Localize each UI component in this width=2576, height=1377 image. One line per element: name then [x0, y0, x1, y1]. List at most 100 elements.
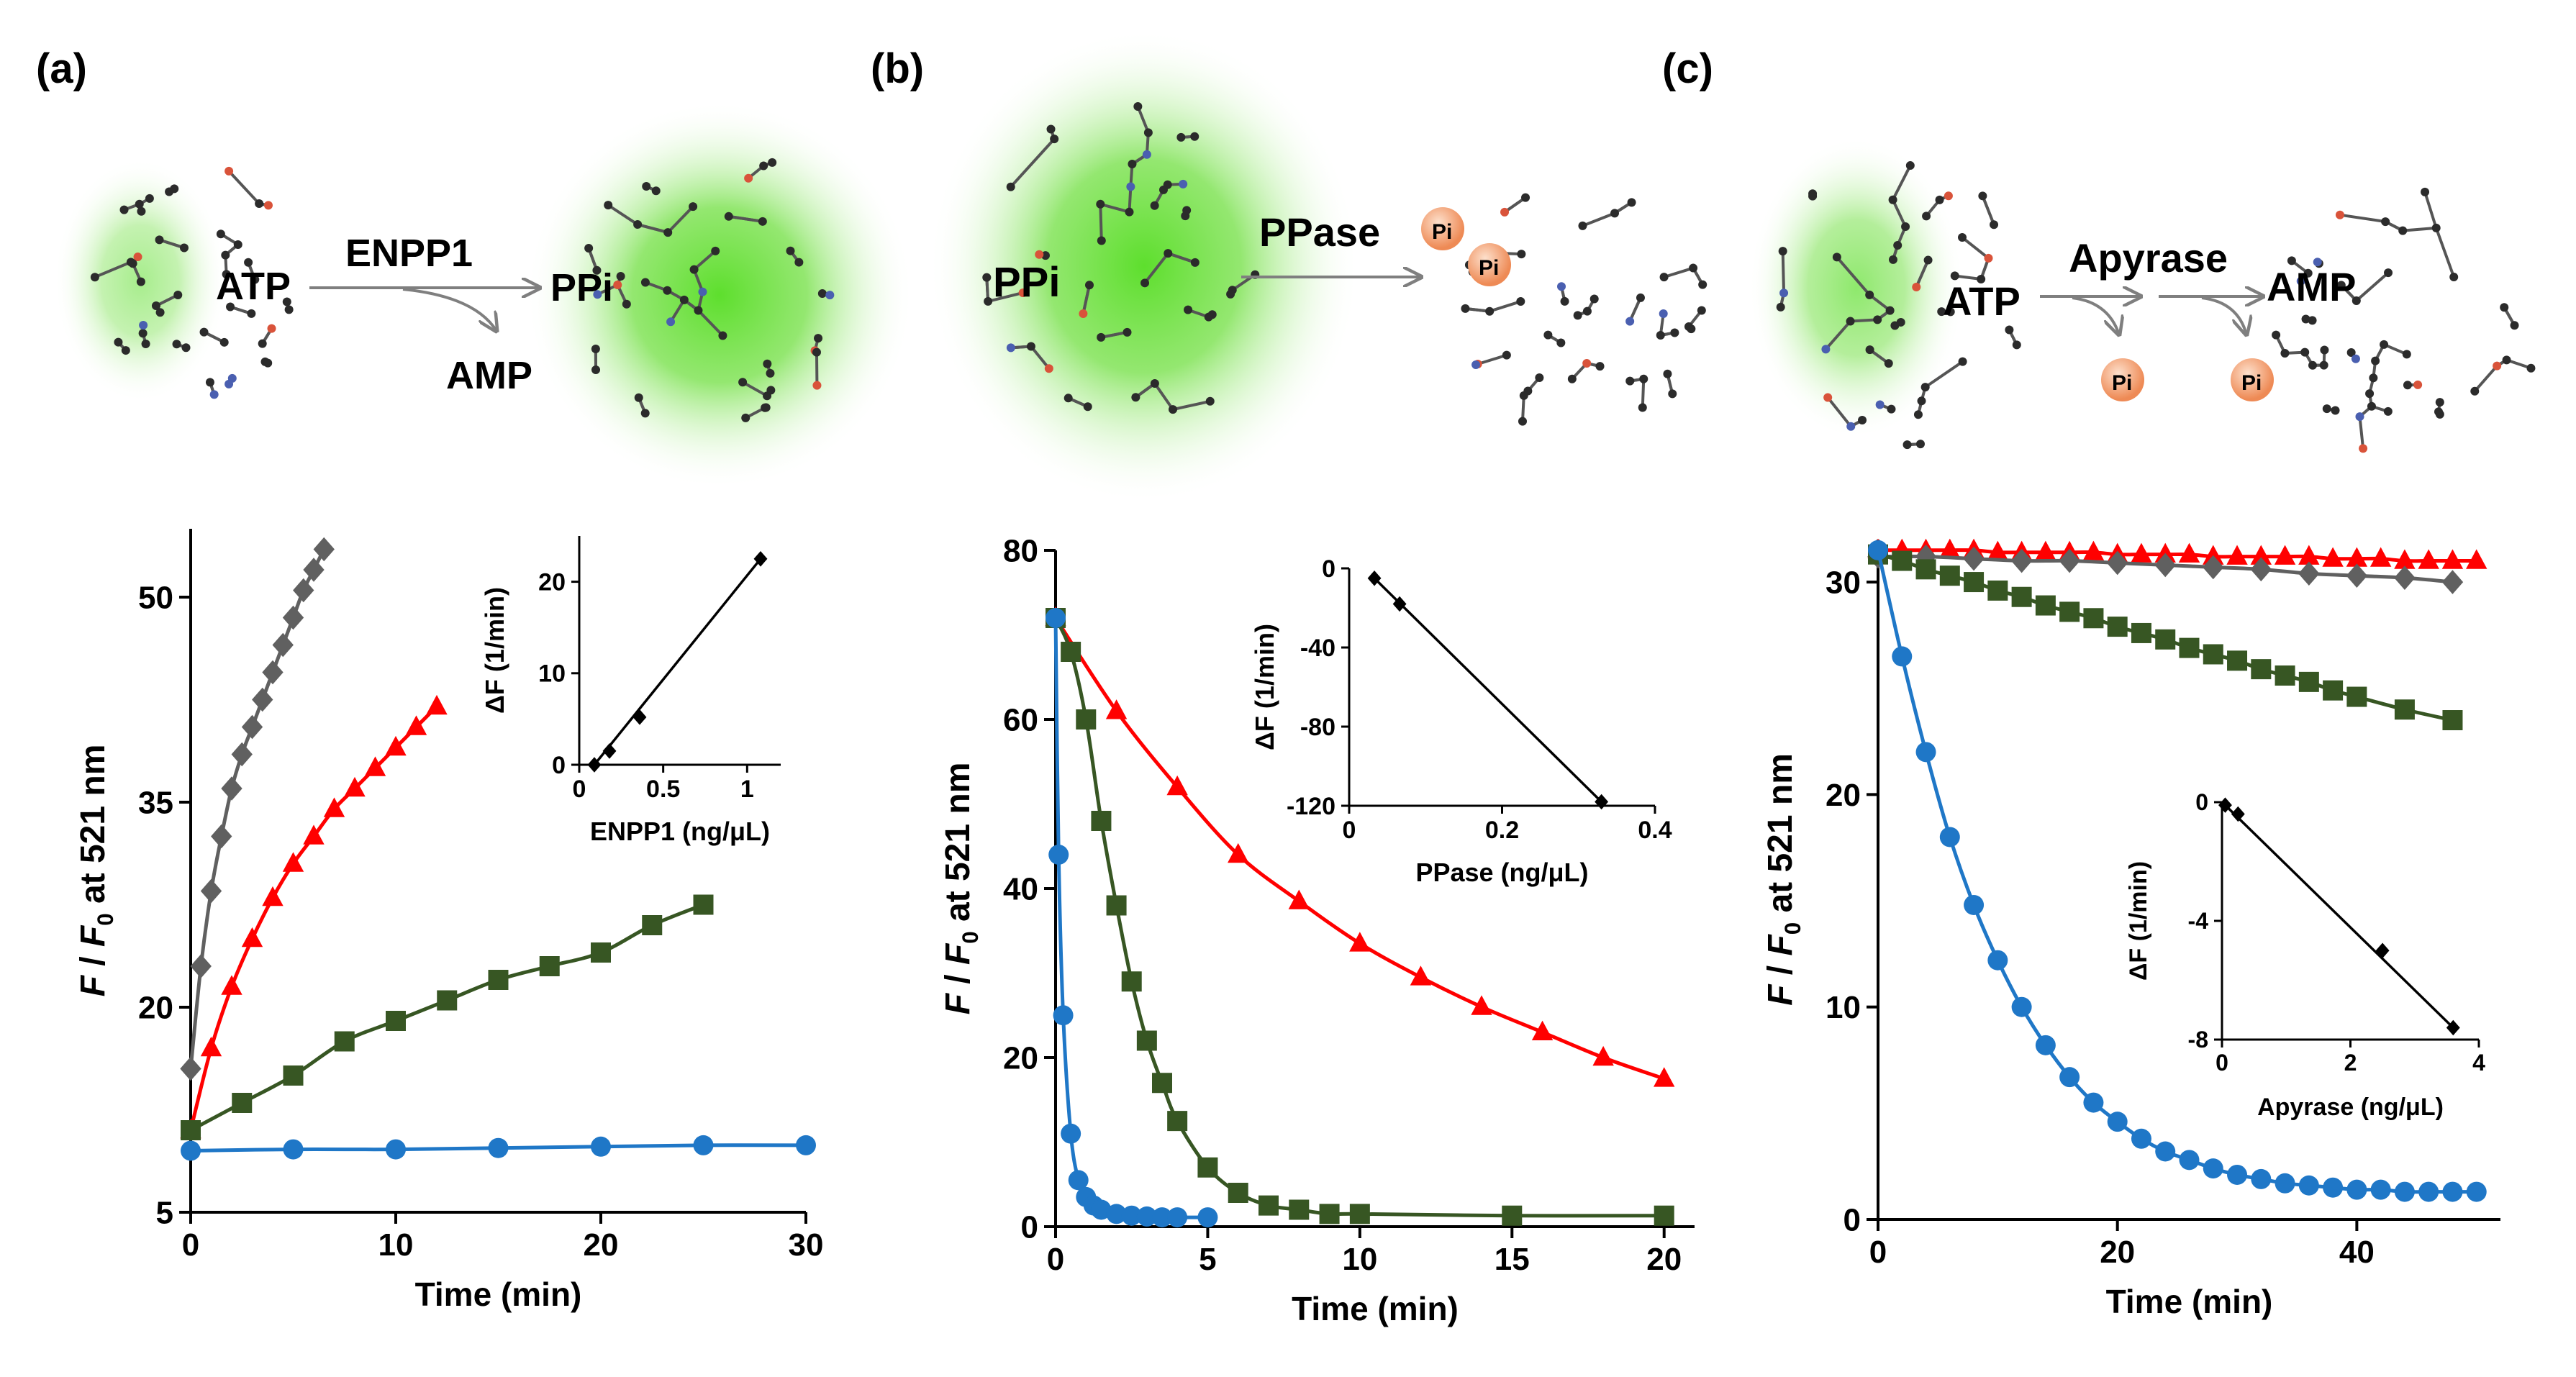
y-label-div: / [939, 965, 977, 994]
scheme-c-side-arrow-2 [2202, 298, 2246, 335]
data-point [1964, 895, 1984, 915]
atom [1833, 253, 1841, 261]
atom [1668, 389, 1677, 398]
y-tick-label: 0 [2195, 789, 2208, 815]
atom [613, 281, 622, 289]
data-point [1167, 1207, 1187, 1227]
atom [1226, 290, 1235, 299]
data-point [2346, 687, 2367, 707]
atom [1906, 161, 1915, 170]
data-point [232, 1093, 252, 1113]
y-label-f0: F [939, 942, 977, 965]
atom [247, 309, 255, 318]
bond [2403, 228, 2436, 231]
atom [2381, 217, 2390, 226]
atom [1191, 258, 1199, 267]
atom [2351, 355, 2360, 363]
x-tick-label: 15 [1495, 1242, 1530, 1277]
atom [1846, 317, 1855, 326]
atom [1085, 281, 1094, 289]
data-point [2299, 672, 2319, 692]
atom [2356, 412, 2364, 421]
data-point [1053, 1005, 1074, 1025]
y-axis-label: F / F0 at 521 nm [1761, 753, 1805, 1006]
y-tick-label: 10 [1826, 990, 1861, 1025]
y-label-div: / [1761, 956, 1800, 985]
x-tick-label: 0.5 [646, 776, 680, 803]
atom [173, 291, 182, 299]
atom [228, 374, 237, 383]
atom [1821, 345, 1830, 353]
data-point [1061, 1124, 1081, 1144]
x-tick-label: 0 [1047, 1242, 1064, 1277]
atom [741, 414, 750, 422]
atom [1176, 133, 1185, 142]
atom [744, 174, 753, 183]
atom [173, 340, 181, 348]
atom [663, 286, 671, 295]
atom [1885, 359, 1893, 368]
atom [786, 247, 794, 255]
data-point [2395, 1182, 2415, 1202]
atom [1084, 402, 1092, 411]
bond [2475, 366, 2497, 391]
x-tick-label: 20 [1646, 1242, 1682, 1277]
atom [818, 289, 827, 298]
atom [1656, 331, 1665, 340]
bond [2436, 228, 2454, 277]
atom [1978, 191, 1987, 200]
atom [2421, 188, 2429, 196]
data-point [386, 1140, 406, 1160]
atom [2384, 268, 2393, 277]
atom [2398, 227, 2407, 235]
atom [794, 258, 803, 267]
bond [1478, 355, 1507, 364]
atom [2323, 404, 2331, 413]
scheme-a-side-arrow [403, 289, 496, 331]
atom [1123, 328, 1132, 337]
atom [1990, 220, 1998, 229]
bond [1582, 213, 1615, 226]
atom [1164, 249, 1172, 258]
atom [1590, 295, 1599, 304]
atom [1865, 291, 1874, 299]
atom [1779, 247, 1787, 255]
data-point [386, 1011, 406, 1031]
atom [1578, 222, 1587, 230]
y-tick-label: 0 [552, 752, 566, 779]
data-point [2298, 561, 2319, 586]
data-point [180, 1057, 201, 1081]
data-point [1410, 965, 1431, 985]
data-point [2083, 608, 2103, 628]
atom [220, 338, 229, 347]
atom [1866, 345, 1874, 354]
data-point [2012, 997, 2032, 1017]
y-tick-label: 50 [138, 580, 173, 615]
atom [2367, 402, 2376, 411]
bond [2357, 273, 2388, 301]
y-tick-label: 60 [1003, 702, 1038, 737]
data-point [1167, 1111, 1187, 1131]
series-green [181, 895, 714, 1141]
data-point [1152, 1073, 1172, 1093]
atom [114, 338, 122, 347]
data-point [2376, 942, 2390, 958]
data-point [2394, 565, 2415, 590]
atom [2470, 387, 2479, 396]
atom [1582, 359, 1591, 368]
data-point [2346, 1180, 2367, 1200]
data-point [1349, 932, 1370, 951]
y-tick-label: 20 [538, 569, 566, 596]
data-point [191, 954, 212, 978]
atom [1097, 333, 1105, 342]
data-point [284, 1065, 304, 1086]
data-point [2299, 1176, 2319, 1196]
molecule-b-product [1461, 194, 1707, 426]
data-point [2323, 681, 2343, 701]
data-point [2036, 1035, 2056, 1055]
atom [641, 409, 650, 417]
